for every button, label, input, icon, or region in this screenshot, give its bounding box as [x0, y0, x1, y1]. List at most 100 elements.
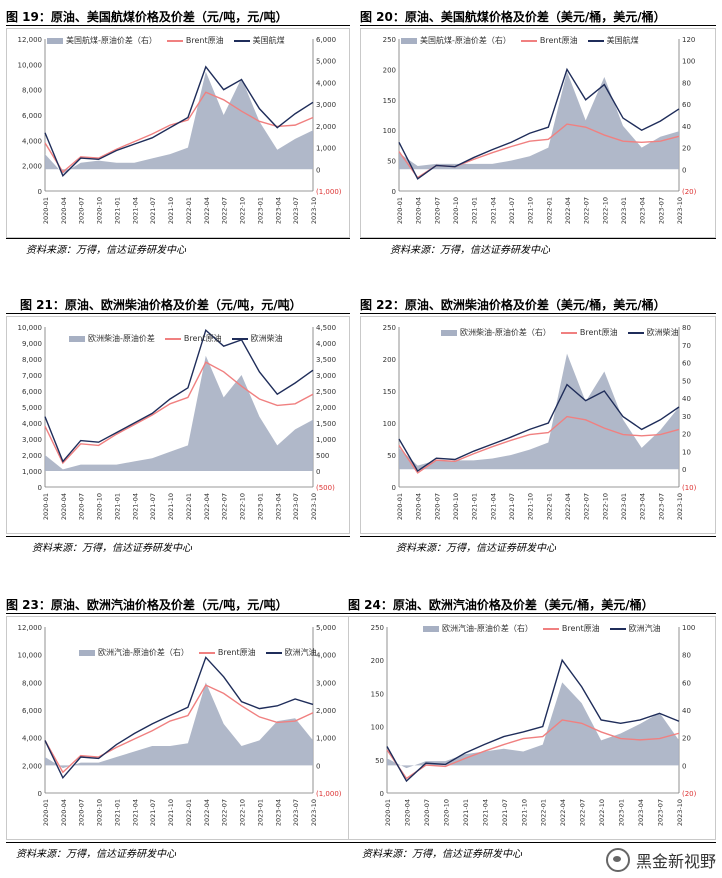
y-tick-label-left: 7,000 [22, 372, 42, 380]
x-tick-label: 2023-10 [676, 493, 684, 520]
y-tick-label-right: 50 [682, 377, 691, 385]
product-line [398, 383, 680, 473]
legend-label: Brent原油 [217, 648, 256, 657]
legend-label: 欧洲汽油 [284, 648, 317, 657]
x-tick-label: 2022-01 [185, 493, 193, 520]
x-tick-label: 2022-07 [221, 197, 229, 224]
y-tick-label-left: 6,000 [22, 707, 42, 715]
chart-frame: 0 50 100 150 200 250 (10) 0 10 20 30 40 50 60 70 80 2020… [360, 316, 716, 534]
y-tick-label-right: 4,000 [316, 652, 336, 660]
y-tick-label-left: 0 [392, 484, 396, 492]
x-tick-label: 2023-01 [256, 197, 264, 224]
y-tick-label-right: 20 [682, 145, 691, 153]
legend-swatch-area [47, 37, 63, 44]
chart-svg: 0 50 100 150 200 250 (20) 0 20 40 60 80 100 120 2020-0… [383, 36, 697, 224]
y-tick-label-right: 0 [682, 466, 686, 474]
y-tick-label-right: 100 [682, 58, 695, 66]
x-tick-label: 2023-01 [256, 799, 264, 826]
x-tick-label: 2021-10 [527, 493, 535, 520]
x-tick-label: 2021-07 [508, 493, 516, 520]
source-note: 资料来源：万得，信达证券研发中心 [390, 245, 550, 256]
x-tick-label: 2023-04 [639, 197, 647, 224]
x-tick-label: 2021-01 [113, 493, 121, 520]
x-tick-label: 2020-10 [452, 493, 460, 520]
y-tick-label-left: 12,000 [18, 624, 43, 632]
y-tick-label-left: 9,000 [22, 340, 42, 348]
x-tick-label: 2021-04 [481, 799, 489, 826]
y-tick-label-left: 10,000 [18, 61, 43, 69]
source-rule [360, 536, 716, 537]
source-note: 资料来源：万得，信达证券研发中心 [362, 849, 522, 860]
x-tick-label: 2020-07 [433, 197, 441, 224]
y-tick-label-left: 0 [380, 790, 384, 798]
legend-item-product: 美国航煤 [587, 35, 639, 46]
spread-area [45, 355, 313, 471]
x-tick-label: 2021-01 [113, 799, 121, 826]
brent-line [44, 361, 314, 465]
y-tick-label-left: 8,000 [22, 87, 42, 95]
x-tick-label: 2020-10 [442, 799, 450, 826]
chart-svg: 0 50 100 150 200 250 (20) 0 20 40 60 80 100 2020-01 20… [371, 624, 697, 826]
x-tick-label: 2022-10 [601, 197, 609, 224]
y-tick-label-right: 60 [682, 679, 691, 687]
legend-label: 美国航煤 [252, 36, 285, 45]
x-tick-label: 2020-01 [42, 197, 50, 224]
title-rule [6, 613, 350, 614]
legend-label: 欧洲柴油 [250, 334, 283, 343]
legend-item-brent: Brent原油 [520, 35, 578, 46]
y-tick-label-left: 200 [383, 66, 396, 74]
x-tick-label: 2023-10 [676, 799, 684, 826]
product-line [386, 658, 680, 783]
x-tick-label: 2021-07 [508, 197, 516, 224]
y-tick-label-left: 200 [371, 657, 384, 665]
chart-title: 图 19：原油、美国航煤价格及价差（元/吨，元/吨） [6, 10, 288, 24]
x-tick-label: 2020-04 [60, 493, 68, 520]
legend-swatch-area [441, 329, 457, 336]
y-tick-label-right: (1,000) [316, 790, 342, 798]
title-rule [360, 313, 716, 314]
y-tick-label-left: 10,000 [18, 324, 43, 332]
source-rule [6, 238, 350, 239]
y-tick-label-right: 3,000 [316, 679, 336, 687]
x-tick-label: 2022-04 [564, 197, 572, 224]
product-line [44, 656, 314, 780]
spread-area [399, 353, 679, 470]
y-tick-label-right: 70 [682, 342, 691, 350]
legend-label: 欧洲汽油 [628, 624, 661, 633]
x-tick-label: 2020-07 [78, 493, 86, 520]
x-tick-label: 2023-07 [657, 799, 665, 826]
x-tick-label: 2021-10 [167, 197, 175, 224]
legend-swatch-line [233, 39, 250, 42]
legend-swatch-line [542, 627, 559, 630]
y-tick-label-left: 150 [383, 97, 396, 105]
chart-panel-23: 图 23：原油、欧洲汽油价格及价差（元/吨，元/吨） 0 2,000 4,000 6,… [6, 596, 350, 862]
y-tick-label-left: 5,000 [22, 404, 42, 412]
y-tick-label-right: 20 [682, 735, 691, 743]
legend-item-spread: 欧洲柴油-原油价差（右） [441, 327, 551, 338]
y-tick-label-right: 30 [682, 413, 691, 421]
x-tick-label: 2022-07 [583, 197, 591, 224]
y-tick-label-right: 4,000 [316, 79, 336, 87]
legend-label: 欧洲柴油 [646, 328, 679, 337]
y-tick-label-right: 3,500 [316, 356, 336, 364]
brent-line [386, 719, 680, 780]
legend-item-brent: Brent原油 [560, 327, 618, 338]
brent-line [398, 415, 680, 474]
legend-label: 美国航煤-原油价差（右） [420, 36, 511, 45]
x-tick-label: 2022-07 [583, 493, 591, 520]
x-tick-label: 2021-07 [501, 799, 509, 826]
chart-title: 图 24：原油、欧洲汽油价格及价差（美元/桶，美元/桶） [348, 598, 654, 612]
x-tick-label: 2022-07 [579, 799, 587, 826]
x-tick-label: 2020-07 [423, 799, 431, 826]
y-tick-label-right: (20) [682, 790, 697, 798]
x-tick-label: 2021-04 [131, 799, 139, 826]
title-rule [6, 313, 350, 314]
y-tick-label-right: 4,500 [316, 324, 336, 332]
y-tick-label-left: 0 [38, 484, 42, 492]
chart-svg: 0 2,000 4,000 6,000 8,000 10,000 12,000 (1,000)… [18, 624, 342, 826]
source-note: 资料来源：万得，信达证券研发中心 [16, 849, 176, 860]
chart-panel-24: 图 24：原油、欧洲汽油价格及价差（美元/桶，美元/桶） 0 50 100 150 20… [348, 596, 716, 862]
x-tick-label: 2020-01 [396, 493, 404, 520]
x-tick-label: 2020-01 [42, 493, 50, 520]
x-tick-label: 2022-04 [564, 493, 572, 520]
